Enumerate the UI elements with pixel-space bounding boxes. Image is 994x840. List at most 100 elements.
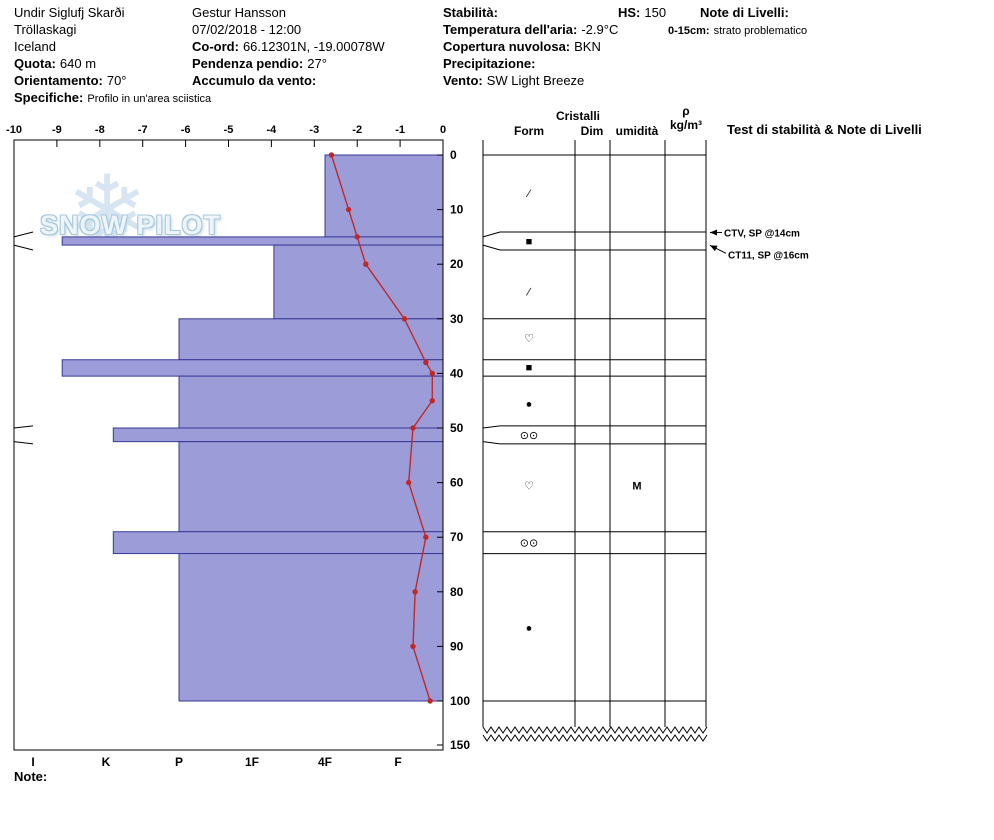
temp-tick-label: 0 (440, 124, 446, 136)
location-region: Tröllaskagi (14, 22, 77, 37)
temperature-point (427, 698, 433, 704)
temperature-point (410, 643, 416, 650)
hardness-label: P (175, 755, 183, 769)
pendenza-value: 27° (307, 56, 327, 71)
pendenza-row: Pendenza pendio: 27° (192, 55, 385, 72)
precipitazione-row: Precipitazione: (443, 55, 618, 72)
coord-label: Co-ord: (192, 39, 239, 54)
orientamento-label: Orientamento: (14, 73, 103, 88)
umidita-column-header: umidità (615, 124, 659, 138)
temp-aria-row: Temperatura dell'aria: -2.9°C (443, 21, 618, 38)
temp-tick-label: -10 (6, 124, 22, 136)
crystal-form-symbol: ● (526, 622, 533, 634)
depth-label: 0 (450, 148, 457, 162)
hardness-bar (273, 244, 444, 320)
temperature-point (354, 234, 360, 240)
hardness-bar (112, 531, 444, 555)
temperature-point (429, 398, 435, 404)
temp-tick-label: -4 (267, 124, 278, 136)
copertura-value: BKN (574, 39, 601, 54)
temp-tick-label: -2 (352, 124, 362, 136)
depth-label: 80 (450, 585, 464, 599)
header-observer-block: Gestur Hansson 07/02/2018 - 12:00 Co-ord… (192, 4, 385, 89)
orientamento-row: Orientamento: 70° (14, 72, 211, 89)
tests-column-header: Test di stabilità & Note di Livelli (727, 122, 922, 137)
test-annotation: CT11, SP @16cm (728, 250, 809, 261)
layer-expansion-flag (13, 231, 34, 238)
hardness-label: K (102, 755, 111, 769)
hardness-label: 1F (245, 755, 259, 769)
temp-tick-label: -7 (138, 124, 148, 136)
temp-aria-value: -2.9°C (581, 22, 619, 37)
temperature-point (410, 425, 416, 431)
depth-break-zigzag (482, 726, 708, 734)
note-livelli-entry: 0-15cm: strato problematico (668, 21, 807, 38)
accumulo-row: Accumulo da vento: (192, 72, 385, 89)
layer-expansion-flag (13, 441, 34, 445)
accumulo-label: Accumulo da vento: (192, 73, 317, 88)
crystal-form-symbol: ∕ (525, 188, 532, 200)
note-label: Note: (14, 769, 48, 784)
quota-label: Quota: (14, 56, 56, 71)
layer-expansion-connector (482, 441, 501, 445)
hardness-bar (61, 236, 444, 246)
temperature-point (328, 152, 335, 158)
rho-unit-header: kg/m³ (669, 118, 702, 132)
temperature-point (405, 479, 412, 486)
temp-tick-label: -8 (95, 124, 105, 136)
temperature-point (429, 370, 435, 377)
stabilita-label: Stabilità: (443, 5, 498, 20)
depth-label: 100 (450, 694, 470, 708)
pendenza-label: Pendenza pendio: (192, 56, 304, 71)
temperature-point (401, 316, 408, 322)
location-name: Undir Siglufj Skarði (14, 5, 125, 20)
depth-label: 10 (450, 203, 464, 217)
crystal-form-symbol: ■ (526, 236, 533, 248)
depth-break-zigzag (482, 734, 708, 742)
temperature-point (423, 534, 429, 540)
vento-label: Vento: (443, 73, 483, 88)
layer-expansion-flag (13, 244, 34, 251)
hardness-bar (178, 441, 444, 533)
hardness-label: I (31, 755, 34, 769)
vento-row: Vento: SW Light Breeze (443, 72, 618, 89)
quota-row: Quota: 640 m (14, 55, 211, 72)
coord-value: 66.12301N, -19.00078W (242, 39, 385, 54)
moisture-value: M (632, 480, 641, 492)
crystal-form-symbol: ∕ (525, 287, 532, 299)
hardness-bar (61, 359, 444, 377)
layer-expansion-connector (482, 244, 501, 251)
layer-expansion-flag (13, 425, 34, 429)
coord-row: Co-ord: 66.12301N, -19.00078W (192, 38, 385, 55)
crystal-form-symbol: ♡ (524, 480, 534, 492)
temp-tick-label: -1 (395, 124, 405, 136)
temperature-point (423, 359, 429, 366)
depth-label: 60 (450, 476, 464, 490)
header-weather-block: Stabilità: Temperatura dell'aria: -2.9°C … (443, 4, 618, 89)
temp-tick-label: -9 (52, 124, 62, 136)
layer-expansion-connector (482, 231, 501, 238)
copertura-label: Copertura nuvolosa: (443, 39, 571, 54)
hs-row: HS: 150 (618, 4, 666, 21)
temperature-line (330, 154, 433, 702)
depth-label: 40 (450, 366, 464, 380)
temperature-point (345, 206, 352, 213)
crystal-form-symbol: ⊙⊙ (520, 538, 538, 550)
note-entry-label: 0-15cm: (668, 25, 710, 37)
note-livelli-header: Note di Livelli: (700, 5, 789, 20)
temp-aria-label: Temperatura dell'aria: (443, 22, 578, 37)
temp-tick-label: -3 (309, 124, 319, 136)
depth-label: 50 (450, 421, 464, 435)
depth-label: 20 (450, 257, 464, 271)
stabilita-row: Stabilità: (443, 4, 618, 21)
vento-value: SW Light Breeze (486, 73, 585, 88)
crystal-form-symbol: ■ (526, 362, 533, 374)
test-annotation: CTV, SP @14cm (724, 228, 800, 239)
specifiche-value: Profilo in un'area sciistica (87, 93, 212, 105)
hs-value: 150 (644, 5, 667, 20)
hardness-bar (178, 553, 444, 702)
temperature-point (363, 261, 369, 267)
logo-text: SNOW PILOT (40, 210, 221, 240)
rho-column-header: ρ (682, 104, 690, 118)
